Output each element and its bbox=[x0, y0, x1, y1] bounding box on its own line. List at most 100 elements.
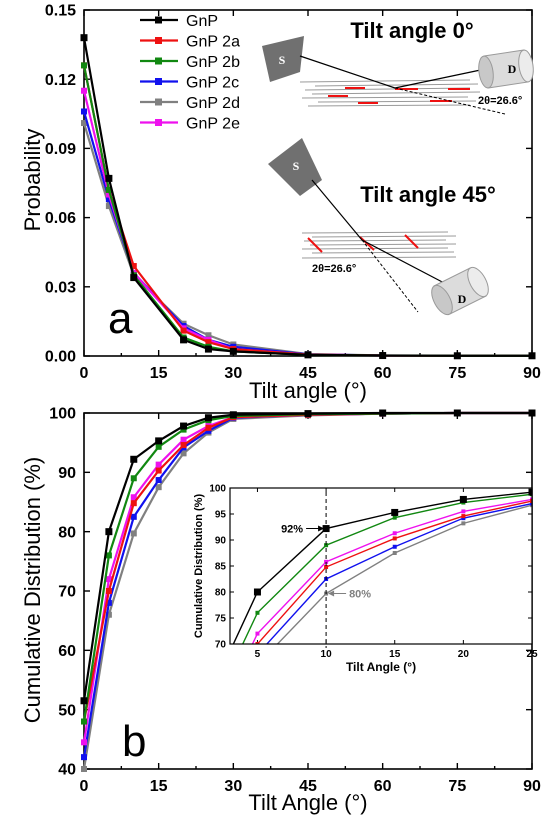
diffracted-beam bbox=[361, 239, 449, 286]
data-point-gnp bbox=[130, 455, 138, 463]
data-point-gnp-2d bbox=[81, 766, 87, 772]
x-tick-label: 90 bbox=[523, 365, 541, 382]
legend-label-gnp: GnP bbox=[186, 13, 218, 30]
panel-b-axes: 0 15 30 45 60 75 90 40 50 60 70 80 90 100 bbox=[49, 406, 541, 795]
data-point-gnp bbox=[379, 409, 387, 417]
data-point-gnp-2d bbox=[105, 203, 112, 210]
panel-a-xlabel: Tilt angle (°) bbox=[249, 378, 367, 403]
data-point-gnp-2e bbox=[130, 494, 137, 501]
series-line-gnp-2d bbox=[276, 504, 532, 644]
data-point-gnp-2a bbox=[105, 588, 112, 594]
data-point-gnp bbox=[229, 411, 237, 419]
schematic-tilt-0-detector-label: D bbox=[508, 62, 517, 76]
data-point-gnp-2e bbox=[81, 87, 87, 94]
data-point-gnp-2a bbox=[205, 339, 212, 346]
data-point-gnp-2c bbox=[105, 599, 112, 606]
data-point-gnp-2a bbox=[155, 467, 162, 474]
data-point-gnp bbox=[304, 410, 312, 418]
series-line-gnp-2b bbox=[82, 65, 532, 357]
legend-swatch-marker-gnp-2a bbox=[155, 37, 162, 44]
y-tick-label: 40 bbox=[58, 762, 76, 779]
data-point-gnp-2e bbox=[180, 436, 187, 443]
data-point-gnp bbox=[105, 174, 113, 182]
data-point-gnp bbox=[80, 697, 88, 705]
aligned-platelets bbox=[328, 87, 470, 104]
x-tick-label: 30 bbox=[224, 365, 242, 382]
x-tick-label: 0 bbox=[80, 778, 89, 795]
graphene-stack bbox=[301, 231, 457, 259]
data-point-gnp bbox=[204, 345, 212, 353]
series-line-gnp bbox=[82, 37, 532, 357]
data-point-gnp bbox=[391, 508, 399, 516]
data-point-gnp bbox=[528, 352, 536, 360]
data-point-gnp-2b bbox=[187, 756, 191, 760]
data-point-gnp-2e bbox=[105, 576, 112, 583]
data-point-gnp-2e bbox=[255, 631, 260, 636]
data-point-gnp-2c bbox=[155, 477, 162, 484]
y-tick-label: 75 bbox=[215, 614, 227, 625]
data-point-gnp-2a bbox=[324, 565, 329, 570]
data-point-gnp-2d bbox=[105, 611, 112, 618]
x-tick-label: 75 bbox=[448, 365, 466, 382]
data-point-gnp-2b bbox=[155, 443, 162, 450]
schematic-tilt-45-source-label: S bbox=[293, 159, 300, 173]
y-tick-label: 0.09 bbox=[45, 141, 76, 158]
data-point-gnp-2b bbox=[255, 610, 260, 615]
data-point-gnp-2c bbox=[187, 788, 191, 792]
inset-plot-frame bbox=[229, 487, 533, 645]
data-point-gnp bbox=[204, 414, 212, 422]
data-point-gnp bbox=[528, 488, 532, 496]
data-point-gnp-2d bbox=[180, 450, 187, 457]
y-tick-label: 0.03 bbox=[45, 279, 76, 296]
y-tick-label: 50 bbox=[58, 702, 76, 719]
data-point-gnp bbox=[453, 352, 461, 360]
panel-b-xlabel: Tilt Angle (°) bbox=[248, 790, 367, 815]
data-point-gnp-2d bbox=[255, 663, 259, 667]
panel-b-ylabel: Cumulative Distribution (%) bbox=[20, 457, 45, 724]
x-tick-label: 25 bbox=[526, 649, 538, 660]
panel-a-legend: GnP GnP 2a GnP 2b GnP 2c GnP 2d GnP 2e bbox=[140, 13, 240, 133]
data-point-gnp-2e bbox=[187, 775, 191, 779]
y-tick-label: 100 bbox=[209, 484, 226, 495]
x-tick-label: 20 bbox=[458, 649, 470, 660]
transmitted-beam bbox=[394, 87, 506, 115]
incident-beam bbox=[299, 55, 396, 89]
panel-b-series bbox=[80, 409, 536, 772]
data-point-gnp-2c bbox=[130, 513, 137, 520]
source-icon bbox=[262, 36, 304, 82]
data-point-gnp-2a bbox=[461, 514, 466, 519]
data-point-gnp-2b bbox=[392, 515, 397, 520]
data-point-gnp bbox=[80, 34, 88, 42]
schematic-tilt-45-title: Tilt angle 45° bbox=[360, 182, 496, 207]
data-point-gnp bbox=[180, 336, 188, 344]
legend-swatch-marker-gnp-2b bbox=[155, 57, 162, 65]
series-line-gnp-2a bbox=[256, 500, 532, 644]
panel-a-label: a bbox=[108, 294, 133, 343]
graphene-stack bbox=[299, 79, 481, 107]
inset-annotation-80-arrowhead bbox=[328, 590, 335, 597]
y-tick-label: 60 bbox=[58, 643, 76, 660]
data-point-gnp-2a bbox=[130, 263, 137, 270]
x-tick-label: 0 bbox=[80, 365, 89, 382]
x-tick-label: 15 bbox=[150, 365, 168, 382]
legend-label-gnp-2b: GnP 2b bbox=[186, 54, 240, 71]
schematic-tilt-45: Tilt angle 45° S bbox=[268, 138, 496, 316]
data-point-gnp-2b bbox=[105, 552, 112, 559]
inset-annotation-92-arrowhead bbox=[318, 525, 325, 532]
schematic-tilt-0: Tilt angle 0° S bbox=[262, 18, 534, 115]
y-tick-label: 0.06 bbox=[45, 210, 76, 227]
y-tick-label: 90 bbox=[58, 465, 76, 482]
x-tick-label: 30 bbox=[224, 778, 242, 795]
y-tick-label: 100 bbox=[49, 406, 76, 423]
inset-chart: 5 10 15 20 25 70 75 80 85 90 95 100 92% 80% Tilt Ang… bbox=[187, 484, 538, 792]
panel-b-label: b bbox=[122, 717, 146, 766]
data-point-gnp-2e bbox=[324, 559, 329, 564]
series-line-gnp-2e bbox=[82, 90, 532, 357]
y-tick-label: 0.00 bbox=[45, 349, 76, 366]
data-point-gnp-2e bbox=[81, 739, 87, 746]
panel-a-series bbox=[80, 34, 536, 360]
x-tick-label: 5 bbox=[255, 649, 261, 660]
data-point-gnp-2b bbox=[180, 426, 187, 433]
data-point-gnp-2c bbox=[81, 754, 87, 761]
